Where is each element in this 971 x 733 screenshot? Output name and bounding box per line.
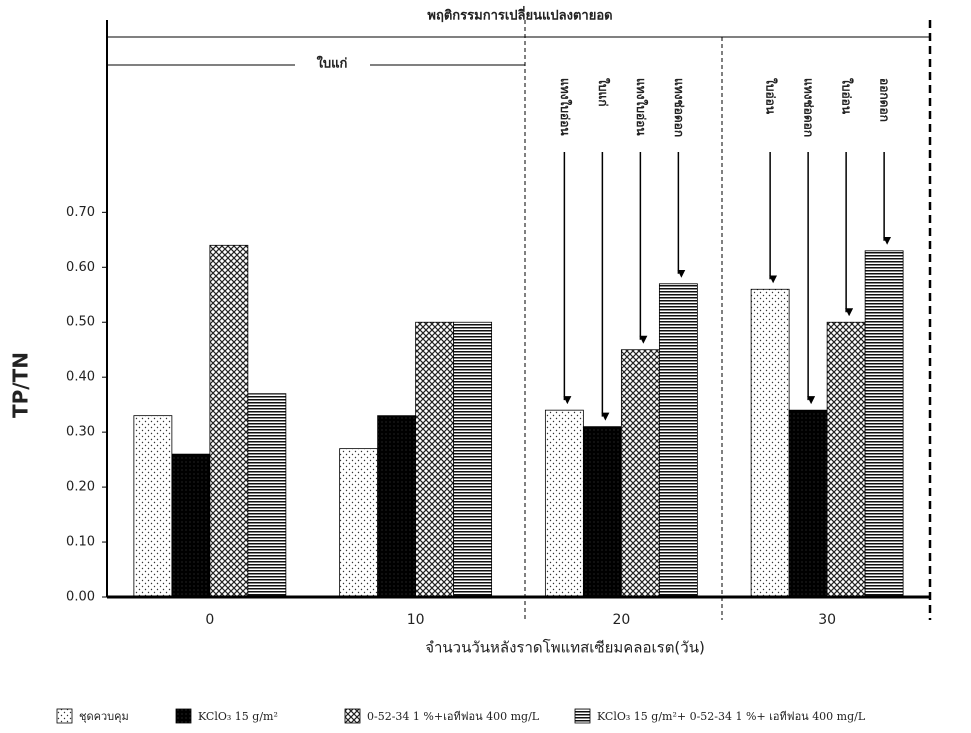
- legend-label: 0-52-34 1 %+เอทีฟอน 400 mg/L: [367, 710, 540, 723]
- x-tick-label: 20: [612, 612, 630, 628]
- bar: [751, 289, 789, 597]
- bar: [865, 251, 903, 597]
- legend-swatch: [176, 709, 191, 723]
- arrow-label: ออกดอก: [878, 78, 892, 122]
- arrow-label: แทงใบอ่อน: [558, 78, 573, 136]
- arrow-label: แทงช่อดอก: [802, 78, 816, 137]
- chart-title: พฤติกรรมการเปลี่ยนแปลงตายอด: [427, 6, 612, 24]
- legend-label: KClO₃ 15 g/m²: [198, 710, 278, 723]
- bar: [583, 427, 621, 597]
- span-label: ใบแก่: [317, 55, 348, 72]
- bar: [789, 410, 827, 597]
- x-tick-label: 10: [407, 612, 425, 628]
- bar: [210, 245, 248, 597]
- y-tick-label: 0.50: [66, 315, 95, 330]
- bar: [134, 416, 172, 597]
- legend-label: ชุดควบคุม: [79, 710, 129, 723]
- y-tick-label: 0.10: [66, 535, 95, 550]
- y-tick-label: 0.40: [66, 370, 95, 385]
- x-axis-title: จำนวนวันหลังราดโพแทสเซียมคลอเรต(วัน): [425, 639, 705, 657]
- arrow-label: ใบแก่: [596, 78, 611, 106]
- bar: [172, 454, 210, 597]
- arrow-label: แทงช่อดอก: [672, 78, 686, 137]
- y-tick-label: 0.70: [66, 205, 95, 220]
- x-tick-label: 30: [818, 612, 836, 628]
- y-axis-title: TP/TN: [9, 352, 33, 418]
- arrow-label: แทงใบอ่อน: [634, 78, 649, 136]
- bar: [340, 449, 378, 597]
- y-tick-label: 0.00: [66, 590, 95, 605]
- bar: [454, 322, 492, 597]
- bar: [827, 322, 865, 597]
- legend-swatch: [575, 709, 590, 723]
- legend-swatch: [345, 709, 360, 723]
- bar: [378, 416, 416, 597]
- chart: พฤติกรรมการเปลี่ยนแปลงตายอด ใบแก่ TP/TN …: [0, 0, 971, 733]
- arrow-label: ใบอ่อน: [764, 78, 779, 115]
- legend: ชุดควบคุม KClO₃ 15 g/m² 0-52-34 1 %+เอทีฟอ…: [57, 709, 866, 723]
- bar: [545, 410, 583, 597]
- y-tick-label: 0.20: [66, 480, 95, 495]
- y-tick-label: 0.30: [66, 425, 95, 440]
- y-tick-label: 0.60: [66, 260, 95, 275]
- bar: [416, 322, 454, 597]
- page: พฤติกรรมการเปลี่ยนแปลงตายอด ใบแก่ TP/TN …: [0, 0, 971, 733]
- arrow-label: ใบอ่อน: [840, 78, 855, 115]
- bar: [621, 350, 659, 597]
- legend-label: KClO₃ 15 g/m²+ 0-52-34 1 %+ เอทีฟอน 400 …: [597, 710, 866, 723]
- legend-swatch: [57, 709, 72, 723]
- bar: [248, 394, 286, 597]
- x-tick-label: 0: [205, 612, 214, 628]
- bar: [659, 284, 697, 597]
